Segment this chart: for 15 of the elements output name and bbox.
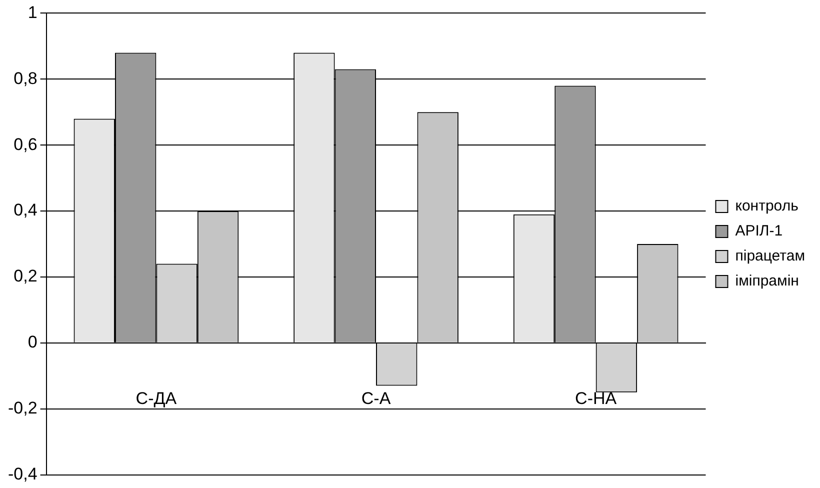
legend-label: іміпрамін bbox=[735, 272, 799, 290]
x-tick-label: С-ДА bbox=[136, 388, 178, 408]
x-tick-label: С-А bbox=[361, 388, 392, 408]
y-tick-label: -0,2 bbox=[8, 398, 38, 418]
y-tick-label: 0,2 bbox=[14, 266, 38, 286]
legend-label: контроль bbox=[735, 198, 799, 215]
y-tick-label: 1 bbox=[28, 2, 38, 22]
x-tick-label: С-НА bbox=[575, 388, 618, 408]
legend-label: пірацетам bbox=[735, 248, 805, 265]
y-tick-label: 0,8 bbox=[14, 68, 38, 88]
y-tick-label: 0,4 bbox=[14, 200, 38, 220]
y-tick-label: 0 bbox=[28, 332, 38, 352]
y-tick-label: 0,6 bbox=[14, 134, 38, 154]
y-tick-label: -0,4 bbox=[8, 464, 38, 484]
legend-label: АРІЛ-1 bbox=[735, 222, 783, 240]
